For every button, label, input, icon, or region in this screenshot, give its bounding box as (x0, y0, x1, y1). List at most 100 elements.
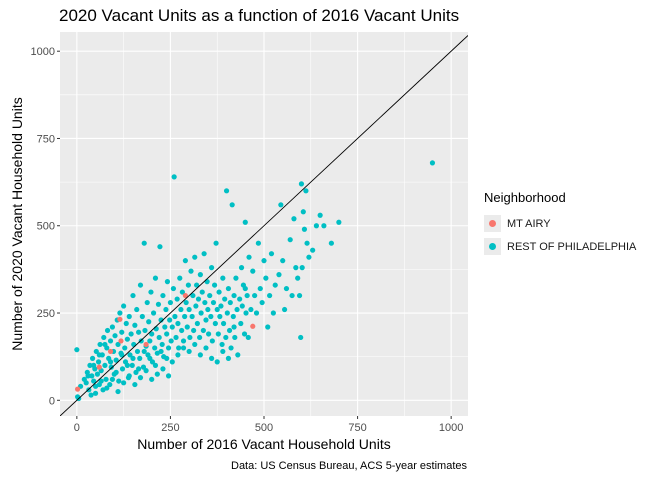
data-point-rest-of-philadelphia (137, 282, 144, 288)
data-point-rest-of-philadelphia (217, 313, 223, 320)
data-point-rest-of-philadelphia (115, 388, 121, 395)
data-point-rest-of-philadelphia (102, 341, 108, 348)
data-point-rest-of-philadelphia (194, 320, 200, 327)
data-point-rest-of-philadelphia (317, 212, 323, 218)
data-point-rest-of-philadelphia (208, 355, 215, 361)
data-point-rest-of-philadelphia (192, 341, 198, 348)
data-point-rest-of-philadelphia (223, 334, 229, 341)
data-point-rest-of-philadelphia (237, 296, 243, 302)
data-point-rest-of-philadelphia (304, 240, 310, 246)
data-point-rest-of-philadelphia (215, 331, 221, 337)
data-point-rest-of-philadelphia (214, 306, 220, 313)
data-point-rest-of-philadelphia (175, 320, 181, 327)
data-point-rest-of-philadelphia (87, 362, 93, 368)
legend-title: Neighborhood (484, 190, 566, 205)
data-point-rest-of-philadelphia (126, 313, 132, 320)
data-point-mt-airy (143, 341, 149, 348)
data-point-rest-of-philadelphia (198, 310, 204, 316)
data-point-rest-of-philadelphia (108, 364, 114, 370)
data-point-rest-of-philadelphia (134, 348, 141, 355)
data-point-rest-of-philadelphia (156, 334, 162, 341)
data-point-rest-of-philadelphia (179, 289, 185, 295)
data-point-rest-of-philadelphia (211, 282, 218, 288)
data-point-rest-of-philadelphia (142, 327, 148, 334)
data-point-rest-of-philadelphia (169, 359, 175, 365)
data-point-rest-of-philadelphia (158, 317, 164, 323)
legend-key (484, 215, 501, 232)
x-tick-label: 750 (348, 422, 366, 434)
data-point-rest-of-philadelphia (129, 362, 135, 368)
data-point-rest-of-philadelphia (157, 244, 163, 250)
data-point-rest-of-philadelphia (303, 188, 309, 194)
data-point-rest-of-philadelphia (328, 240, 334, 246)
data-point-rest-of-philadelphia (295, 275, 301, 281)
data-point-mt-airy (96, 364, 102, 370)
data-point-rest-of-philadelphia (113, 369, 119, 375)
data-point-rest-of-philadelphia (208, 313, 214, 320)
data-point-rest-of-philadelphia (248, 306, 254, 313)
data-point-rest-of-philadelphia (124, 336, 130, 342)
data-point-rest-of-philadelphia (231, 292, 237, 299)
data-point-rest-of-philadelphia (184, 324, 190, 330)
data-point-rest-of-philadelphia (171, 174, 177, 180)
data-point-rest-of-philadelphia (149, 376, 155, 382)
data-point-rest-of-philadelphia (246, 254, 252, 260)
data-point-rest-of-philadelphia (164, 331, 170, 337)
data-point-rest-of-philadelphia (233, 275, 239, 281)
data-point-rest-of-philadelphia (134, 306, 140, 313)
data-point-mt-airy (182, 292, 188, 299)
data-point-rest-of-philadelphia (131, 341, 137, 348)
data-point-rest-of-philadelphia (122, 345, 128, 351)
data-point-rest-of-philadelphia (219, 341, 225, 348)
data-point-rest-of-philadelphia (298, 334, 304, 341)
data-point-rest-of-philadelphia (197, 352, 203, 358)
data-point-rest-of-philadelphia (89, 373, 95, 379)
x-axis-ticks: 0 250 500 750 1000 (74, 416, 463, 434)
data-point-rest-of-philadelphia (103, 376, 109, 382)
data-point-rest-of-philadelphia (197, 334, 203, 341)
data-point-rest-of-philadelphia (238, 320, 244, 327)
data-point-rest-of-philadelphia (167, 317, 173, 323)
data-point-rest-of-philadelphia (199, 289, 205, 295)
data-point-rest-of-philadelphia (107, 338, 114, 344)
data-point-rest-of-philadelphia (207, 292, 213, 299)
data-point-rest-of-philadelphia (183, 299, 189, 306)
data-points (74, 160, 436, 402)
data-point-rest-of-philadelphia (192, 254, 198, 260)
data-point-rest-of-philadelphia (186, 348, 192, 355)
data-point-rest-of-philadelphia (163, 306, 169, 313)
data-point-rest-of-philadelphia (259, 299, 265, 306)
data-point-rest-of-philadelphia (185, 282, 191, 288)
data-point-rest-of-philadelphia (253, 310, 260, 316)
data-point-mt-airy (117, 316, 123, 322)
data-point-rest-of-philadelphia (222, 296, 228, 302)
data-point-rest-of-philadelphia (137, 355, 143, 361)
data-point-rest-of-philadelphia (147, 355, 153, 361)
data-point-rest-of-philadelphia (124, 362, 130, 368)
data-point-rest-of-philadelphia (239, 303, 245, 309)
data-point-rest-of-philadelphia (296, 292, 303, 299)
x-axis-title: Number of 2016 Vacant Household Units (137, 436, 391, 452)
data-point-rest-of-philadelphia (252, 292, 258, 299)
data-point-rest-of-philadelphia (238, 265, 245, 271)
data-point-rest-of-philadelphia (92, 390, 99, 396)
data-point-rest-of-philadelphia (195, 296, 202, 302)
data-point-rest-of-philadelphia (119, 366, 126, 372)
data-point-rest-of-philadelphia (104, 327, 111, 334)
data-point-rest-of-philadelphia (119, 352, 125, 358)
data-point-rest-of-philadelphia (179, 327, 185, 334)
data-point-rest-of-philadelphia (152, 362, 159, 368)
data-point-rest-of-philadelphia (150, 310, 157, 316)
data-point-rest-of-philadelphia (188, 268, 194, 274)
data-point-rest-of-philadelphia (144, 299, 150, 306)
data-point-rest-of-philadelphia (321, 223, 327, 229)
data-point-rest-of-philadelphia (231, 324, 237, 330)
data-point-rest-of-philadelphia (164, 279, 171, 285)
data-point-rest-of-philadelphia (220, 348, 226, 355)
data-point-rest-of-philadelphia (268, 251, 275, 257)
data-point-rest-of-philadelphia (162, 324, 168, 330)
data-point-mt-airy (250, 323, 256, 329)
data-point-rest-of-philadelphia (137, 375, 144, 381)
data-point-rest-of-philadelphia (132, 381, 138, 388)
